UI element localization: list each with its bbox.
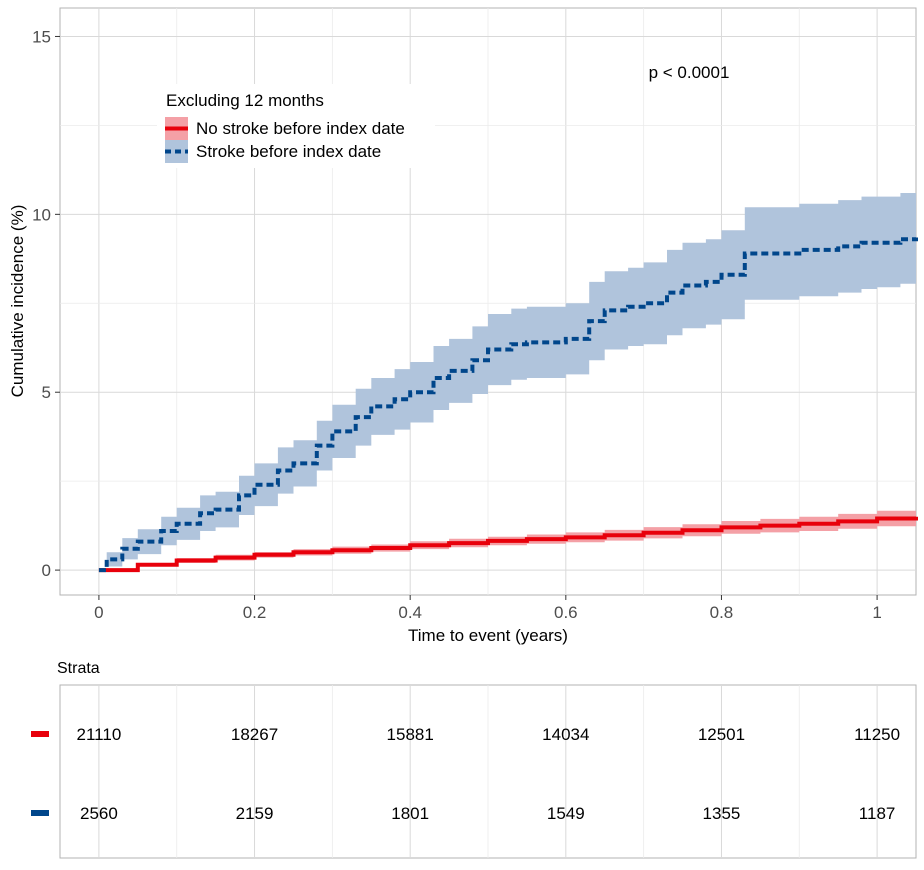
risk-table-cell: 11250 [854,725,900,744]
legend-item-stroke: Stroke before index date [165,140,381,163]
legend-label-no-stroke: No stroke before index date [196,119,405,138]
y-tick-label: 10 [32,205,51,224]
line-no-stroke-before-index-date [98,516,918,573]
risk-table-cell: 15881 [387,725,434,744]
x-tick-label: 0.2 [243,603,267,622]
x-tick-label: 0 [94,603,103,622]
risk-table-cell: 2560 [80,804,118,823]
risk-table: Strata 21110 18267 15881 14034 12501 11250 256… [31,660,917,859]
risk-table-cell: 1355 [703,804,741,823]
risk-table-row: 2560 2159 1801 1549 1355 1187 [31,804,895,823]
risk-table-cell: 18267 [231,725,278,744]
legend: Excluding 12 months No stroke before ind… [157,84,435,168]
x-tick-label: 1 [872,603,881,622]
risk-table-row: 21110 18267 15881 14034 12501 11250 [31,725,900,744]
risk-table-cell: 1549 [547,804,585,823]
risk-table-cell: 1801 [391,804,429,823]
risk-table-cell: 1187 [859,804,896,823]
risk-table-gridlines [98,685,878,858]
x-tick-label: 0.8 [710,603,734,622]
gridlines [60,8,916,595]
ribbon-stroke-before-index-date [98,191,916,571]
legend-title: Excluding 12 months [166,91,324,110]
risk-table-cell: 2159 [236,804,274,823]
y-tick-label: 15 [32,27,51,46]
series-lines [98,237,918,573]
legend-item-no-stroke: No stroke before index date [165,117,405,140]
y-tick-label: 0 [42,561,51,580]
legend-background [157,84,435,168]
x-tick-label: 0.4 [398,603,422,622]
y-axis-title: Cumulative incidence (%) [8,205,27,398]
legend-label-stroke: Stroke before index date [196,142,381,161]
risk-table-rows: 21110 18267 15881 14034 12501 11250 2560 2159 18… [31,725,900,823]
risk-table-cell: 21110 [77,725,122,744]
line-stroke-before-index-date [98,237,918,573]
x-axis-title: Time to event (years) [408,626,568,645]
y-tick-label: 5 [42,383,51,402]
risk-table-title: Strata [57,660,100,677]
x-tick-label: 0.6 [554,603,578,622]
risk-table-cell: 14034 [542,725,589,744]
p-value-annotation: p < 0.0001 [649,63,730,82]
risk-table-cell: 12501 [698,725,745,744]
